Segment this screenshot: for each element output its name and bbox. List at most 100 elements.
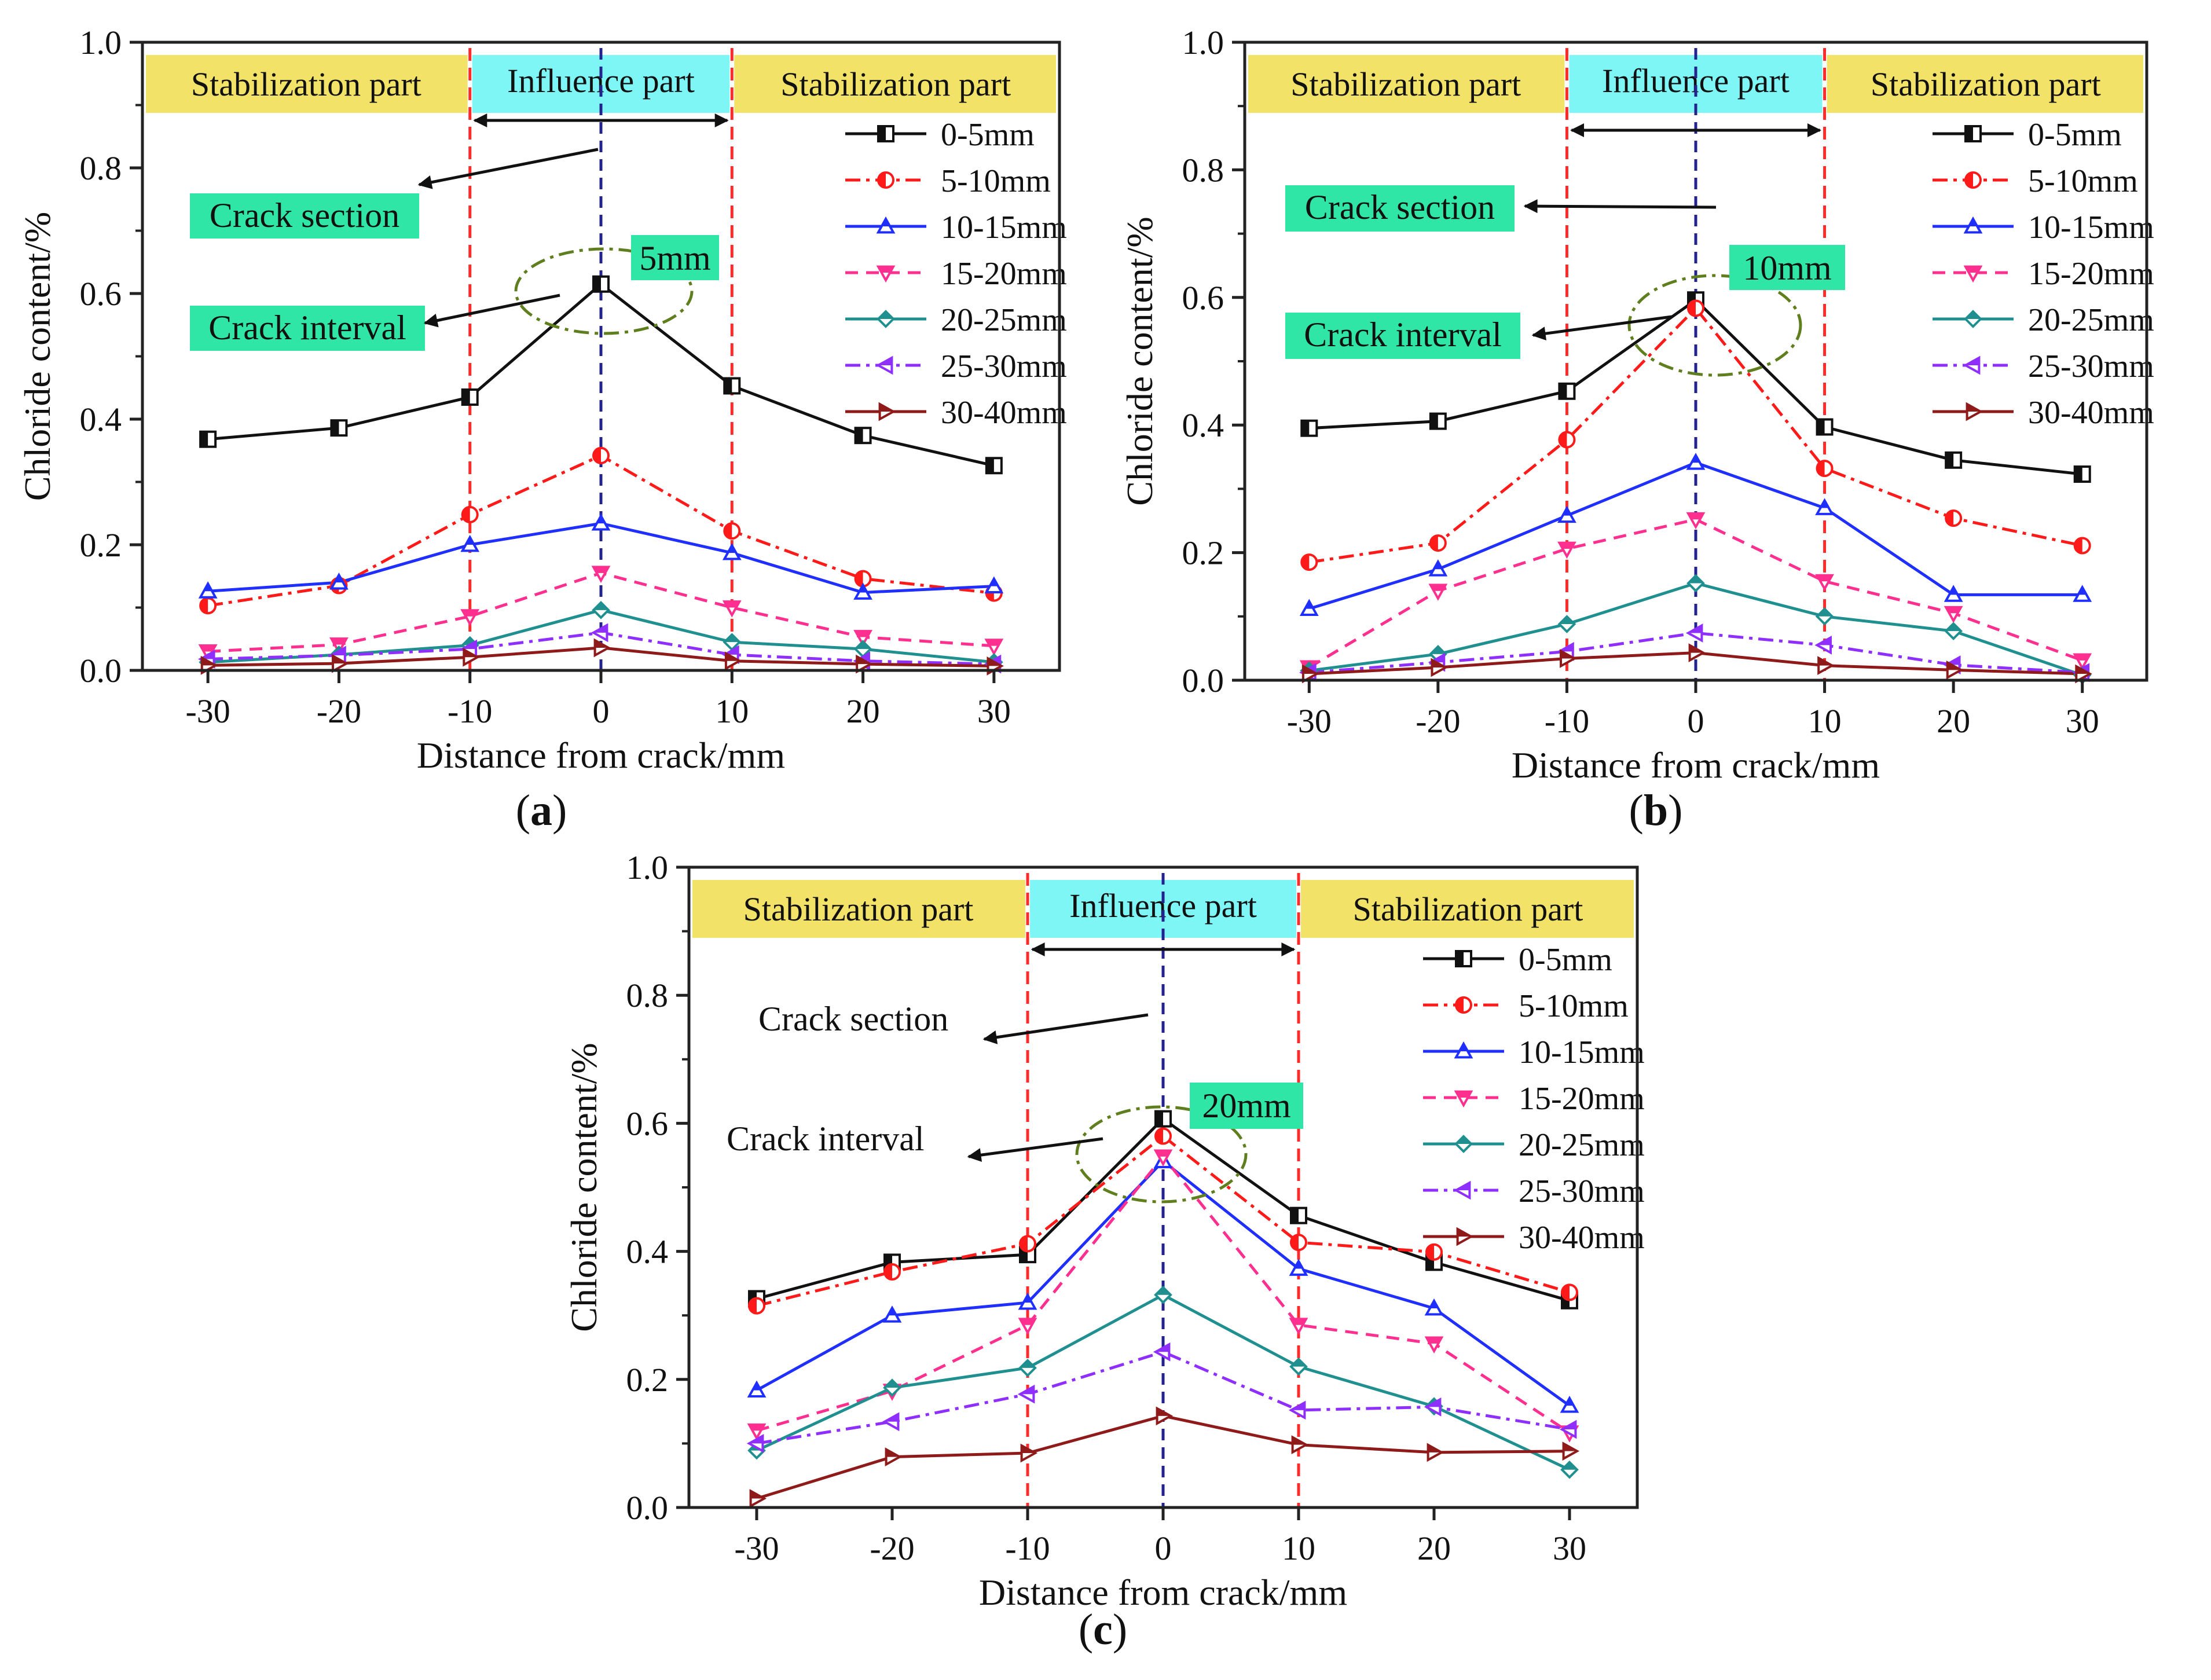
- legend-label-10-15mm: 10-15mm: [1519, 1035, 1645, 1070]
- data-point-5-10mm-x30-half: [2074, 538, 2082, 553]
- data-point-10-15mm-x-20-half: [888, 1308, 897, 1316]
- x-tick-label-0: 0: [593, 692, 610, 730]
- data-point-0-5mm-x0-half: [1156, 1111, 1163, 1127]
- x-tick-label--20: -20: [1416, 702, 1460, 740]
- data-point-0-5mm-x-30-half: [200, 431, 208, 447]
- crack-interval-label: Crack interval: [208, 309, 406, 347]
- data-point-0-5mm-x30-half: [986, 458, 994, 474]
- crack-width-label: 10mm: [1743, 249, 1831, 287]
- legend-label-5-10mm: 5-10mm: [941, 163, 1051, 199]
- data-point-0-5mm-x-20-half: [331, 420, 339, 436]
- x-tick-label--30: -30: [1287, 702, 1332, 740]
- x-tick-label-10: 10: [715, 692, 749, 730]
- data-point-15-20mm-x20-half: [1946, 607, 1961, 614]
- data-point-20-25mm-x0-half: [1688, 575, 1703, 584]
- data-point-10-15mm-x30-half: [2078, 587, 2087, 595]
- data-point-10-15mm-x10-half: [1294, 1261, 1303, 1269]
- data-point-5-10mm-x0-half: [593, 447, 601, 463]
- legend-label-0-5mm: 0-5mm: [941, 117, 1035, 153]
- data-point-10-15mm-x20-half: [859, 585, 867, 593]
- data-point-25-30mm-x-20-half: [1430, 655, 1444, 663]
- data-point-15-20mm-x-30-half: [200, 645, 216, 652]
- data-point-15-20mm-x10-half: [1291, 1319, 1306, 1325]
- x-tick-label-10: 10: [1808, 702, 1842, 740]
- data-point-30-40mm-x30-half: [2076, 666, 2090, 674]
- crack-width-label: 5mm: [639, 239, 710, 277]
- x-tick-label-20: 20: [846, 692, 880, 730]
- y-axis-label: Chloride content/%: [1119, 217, 1160, 505]
- data-point-5-10mm-x-30-half: [200, 598, 208, 614]
- data-point-5-10mm-x30-half: [1562, 1285, 1570, 1300]
- data-point-30-40mm-x30-half: [988, 658, 1002, 666]
- data-point-25-30mm-x-10-half: [1559, 644, 1573, 652]
- legend-label-15-20mm: 15-20mm: [2028, 256, 2154, 292]
- crack-section-box: [1285, 185, 1515, 232]
- region-label-stabilization-left: Stabilization part: [191, 65, 421, 103]
- legend-label-25-30mm: 25-30mm: [1519, 1173, 1645, 1209]
- data-point-10-15mm-x-10-half: [1023, 1295, 1032, 1303]
- region-box-left: [146, 55, 468, 113]
- crack-width-box: [1190, 1083, 1303, 1129]
- x-axis-label: Distance from crack/mm: [417, 735, 785, 776]
- data-point-25-30mm-x0-half: [593, 625, 607, 633]
- data-point-20-25mm-x10-half: [1817, 608, 1832, 617]
- data-point-30-40mm-x-30-half: [750, 1491, 764, 1499]
- legend-marker-20-25mm-half: [878, 311, 893, 319]
- data-point-15-20mm-x-10-half: [1559, 542, 1575, 549]
- y-tick-label-0.2: 0.2: [80, 526, 122, 564]
- data-point-30-40mm-x-20-half: [886, 1449, 900, 1457]
- data-point-0-5mm-x-20-half: [1430, 413, 1438, 429]
- data-point-15-20mm-x-10-half: [1020, 1319, 1035, 1325]
- region-label-stabilization-left: Stabilization part: [743, 890, 974, 928]
- chart-panel-b: Stabilization part Influence part Stabiliz…: [1119, 24, 2154, 786]
- chart-panel-c: Stabilization part Influence part Stabiliz…: [563, 849, 1645, 1613]
- x-tick-label-0: 0: [1155, 1529, 1172, 1567]
- data-point-15-20mm-x-30-half: [749, 1424, 764, 1431]
- crack-interval-label: Crack interval: [727, 1120, 925, 1158]
- data-point-0-5mm-x20-half: [1946, 452, 1954, 468]
- crack-section-label: Crack section: [758, 1000, 948, 1038]
- data-point-5-10mm-x10-half: [1291, 1235, 1299, 1250]
- data-point-0-5mm-x-30-half: [1301, 420, 1310, 436]
- legend-marker-5-10mm-half: [878, 173, 886, 188]
- legend-label-0-5mm: 0-5mm: [2028, 117, 2122, 153]
- data-point-0-5mm-x10-half: [724, 378, 732, 394]
- data-point-10-15mm-x-20-half: [335, 575, 343, 583]
- x-tick-label--10: -10: [448, 692, 492, 730]
- crack-section-arrow: [417, 148, 599, 189]
- data-point-10-15mm-x-10-half: [465, 537, 474, 545]
- data-point-30-40mm-x-20-half: [333, 656, 347, 664]
- data-point-30-40mm-x10-half: [1818, 658, 1832, 666]
- legend-marker-5-10mm-half: [1456, 997, 1464, 1013]
- data-point-25-30mm-x0-half: [1156, 1344, 1169, 1352]
- region-box-right: [734, 55, 1056, 113]
- data-point-25-30mm-x-20-half: [885, 1414, 899, 1422]
- data-point-20-25mm-x-20-half: [885, 1380, 900, 1388]
- peak-highlight-ellipse: [1075, 1105, 1248, 1204]
- region-box-center: [1030, 880, 1296, 938]
- legend-marker-20-25mm-half: [1456, 1136, 1471, 1144]
- region-label-stabilization-right: Stabilization part: [780, 65, 1011, 103]
- crack-width-box: [1729, 245, 1845, 290]
- data-point-5-10mm-x-30-half: [1301, 555, 1310, 570]
- data-point-15-20mm-x30-half: [2074, 654, 2090, 661]
- y-tick-label-0.2: 0.2: [1182, 534, 1224, 572]
- data-point-5-10mm-x-10-half: [1559, 432, 1567, 447]
- data-point-10-15mm-x20-half: [1429, 1301, 1439, 1309]
- data-point-25-30mm-x10-half: [724, 647, 738, 655]
- legend-marker-25-30mm-half: [1966, 358, 1979, 365]
- data-point-30-40mm-x30-half: [1563, 1443, 1577, 1451]
- data-point-20-25mm-x0-half: [1156, 1287, 1171, 1295]
- panel-label-a: (a): [516, 786, 567, 835]
- data-point-0-5mm-x20-half: [855, 428, 863, 443]
- data-point-10-15mm-x0-half: [1691, 455, 1700, 463]
- x-tick-label-30: 30: [977, 692, 1011, 730]
- crack-interval-arrow: [1531, 315, 1673, 341]
- y-tick-label-0.8: 0.8: [1182, 151, 1224, 189]
- data-point-10-15mm-x-30-half: [1305, 601, 1314, 609]
- panel-label-b: (b): [1629, 786, 1683, 835]
- y-tick-label-0.6: 0.6: [1182, 279, 1224, 317]
- data-point-20-25mm-x-20-half: [1430, 646, 1446, 654]
- x-axis-label: Distance from crack/mm: [979, 1572, 1347, 1613]
